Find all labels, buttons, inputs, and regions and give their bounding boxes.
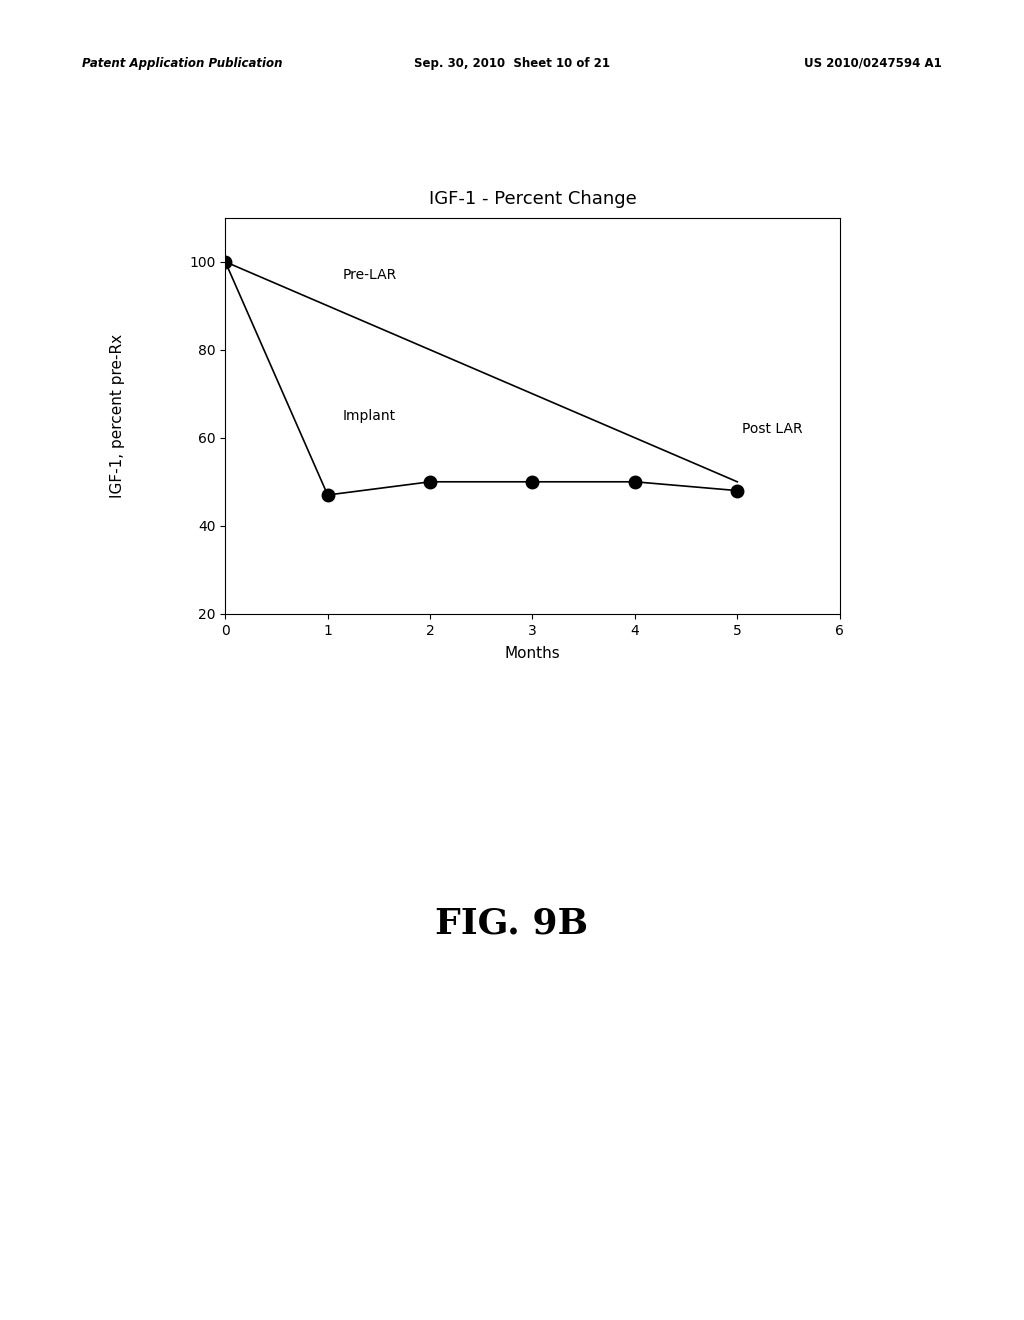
Text: Implant: Implant [343,409,396,422]
Text: Post LAR: Post LAR [742,422,803,436]
Text: IGF-1, percent pre-Rx: IGF-1, percent pre-Rx [111,334,125,498]
Text: US 2010/0247594 A1: US 2010/0247594 A1 [804,57,942,70]
Text: Sep. 30, 2010  Sheet 10 of 21: Sep. 30, 2010 Sheet 10 of 21 [414,57,610,70]
X-axis label: Months: Months [505,645,560,661]
Text: Patent Application Publication: Patent Application Publication [82,57,283,70]
Text: FIG. 9B: FIG. 9B [435,907,589,941]
Text: Pre-LAR: Pre-LAR [343,268,397,282]
Title: IGF-1 - Percent Change: IGF-1 - Percent Change [429,190,636,209]
